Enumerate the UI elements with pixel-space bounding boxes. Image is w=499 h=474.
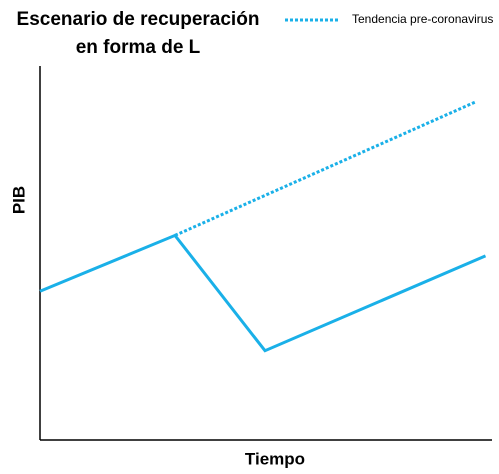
- x-axis-label: Tiempo: [245, 449, 305, 468]
- legend-label: Tendencia pre-coronavirus: [352, 12, 493, 26]
- chart-title: Escenario de recuperación en forma de L: [16, 9, 260, 58]
- y-axis-label: PIB: [9, 186, 28, 214]
- line-series: [174, 100, 478, 237]
- line-series: [39, 233, 487, 353]
